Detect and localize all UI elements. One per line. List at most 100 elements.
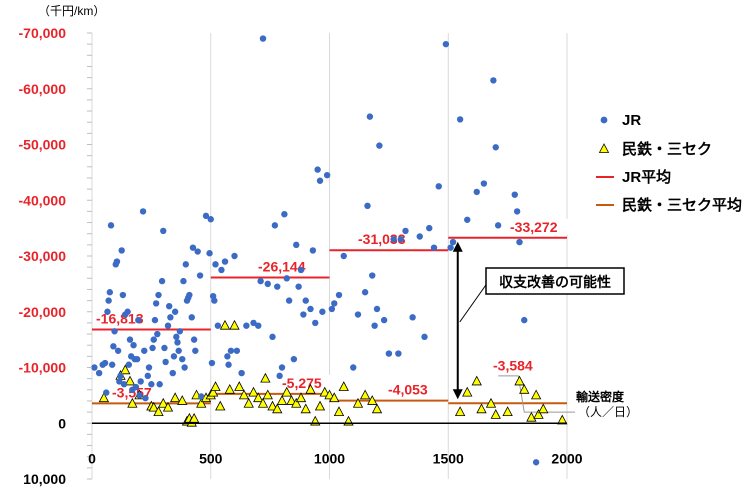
jr-point bbox=[302, 297, 309, 304]
private-point bbox=[196, 397, 207, 408]
jr-point bbox=[323, 171, 331, 179]
jr-point bbox=[176, 328, 184, 335]
private-point bbox=[148, 401, 159, 412]
jr-point bbox=[126, 336, 134, 343]
private-point bbox=[526, 411, 537, 422]
jr-point bbox=[206, 250, 213, 257]
jr-point bbox=[142, 394, 149, 402]
jr-point bbox=[211, 297, 218, 304]
jr-point bbox=[390, 236, 397, 243]
jr-point bbox=[316, 177, 324, 184]
jr-point bbox=[259, 35, 267, 42]
jr-point bbox=[151, 316, 159, 324]
jr-point bbox=[276, 372, 283, 380]
jr-point bbox=[225, 361, 232, 368]
average-label: -26,144 bbox=[258, 258, 306, 274]
jr-point bbox=[456, 116, 464, 123]
private-point bbox=[502, 406, 513, 417]
private-point bbox=[295, 392, 307, 403]
private-point bbox=[210, 381, 221, 391]
jr-point bbox=[480, 180, 488, 187]
jr-point bbox=[103, 389, 110, 396]
jr-point bbox=[442, 40, 450, 48]
private-point bbox=[98, 392, 110, 403]
jr-point bbox=[250, 319, 257, 327]
legend-label: 民鉄・三セク平均 bbox=[622, 196, 742, 214]
private-point bbox=[158, 397, 169, 408]
x-tick-label: 0 bbox=[88, 450, 96, 466]
x-axis-unit-label: 輸送密度 bbox=[576, 389, 625, 404]
jr-point bbox=[314, 166, 321, 173]
jr-point bbox=[309, 247, 317, 254]
jr-point bbox=[124, 308, 131, 315]
jr-point bbox=[194, 248, 201, 255]
private-point bbox=[333, 406, 345, 417]
jr-point bbox=[149, 344, 156, 352]
jr-point bbox=[494, 222, 502, 229]
jr-point bbox=[212, 261, 219, 268]
jr-point bbox=[160, 227, 167, 235]
jr-point bbox=[340, 252, 347, 260]
jr-point bbox=[231, 252, 238, 260]
jr-point bbox=[155, 291, 162, 299]
x-tick-label: 2000 bbox=[551, 450, 582, 466]
private-point bbox=[300, 403, 311, 414]
jr-point bbox=[373, 305, 381, 313]
jr-point bbox=[132, 383, 140, 391]
jr-point bbox=[136, 392, 143, 399]
jr-point bbox=[145, 364, 153, 371]
y-tick-label: -30,000 bbox=[19, 248, 67, 264]
annotation-arrow-head-bottom bbox=[452, 389, 463, 400]
jr-point bbox=[271, 222, 279, 229]
jr-point bbox=[243, 322, 250, 329]
jr-point bbox=[376, 142, 383, 149]
jr-point bbox=[521, 316, 528, 324]
y-tick-label: -40,000 bbox=[19, 192, 67, 208]
jr-point bbox=[290, 355, 298, 363]
private-point bbox=[248, 386, 259, 397]
private-point bbox=[324, 389, 335, 400]
jr-point bbox=[116, 378, 123, 385]
jr-point bbox=[402, 227, 409, 235]
jr-point bbox=[161, 344, 168, 352]
jr-point bbox=[269, 333, 276, 341]
average-label: -31,033 bbox=[358, 231, 406, 247]
x-tick-label: 1000 bbox=[314, 450, 345, 466]
average-label-bg bbox=[386, 381, 440, 398]
average-label: -5,275 bbox=[282, 375, 322, 391]
private-point bbox=[319, 386, 330, 397]
private-point bbox=[215, 400, 226, 411]
jr-point bbox=[174, 339, 181, 346]
jr-point bbox=[361, 289, 369, 296]
jr-point bbox=[409, 314, 416, 321]
annotation-arrow-head-top bbox=[452, 241, 463, 252]
jr-point bbox=[196, 272, 204, 279]
jr-point bbox=[397, 236, 404, 243]
jr-point bbox=[511, 191, 518, 198]
jr-point bbox=[198, 393, 205, 400]
annotation-box bbox=[485, 267, 625, 295]
jr-point bbox=[110, 343, 117, 350]
y-tick-label: -20,000 bbox=[19, 304, 67, 320]
private-point bbox=[538, 403, 549, 414]
jr-point bbox=[113, 258, 121, 265]
jr-point bbox=[278, 364, 286, 371]
average-label-bg bbox=[110, 384, 164, 401]
private-point bbox=[471, 375, 482, 386]
legend-label: 民鉄・三セク bbox=[622, 140, 712, 158]
private-point bbox=[120, 364, 131, 375]
y-tick-label: -60,000 bbox=[19, 81, 67, 97]
jr-point bbox=[180, 277, 187, 285]
private-point bbox=[338, 381, 349, 391]
private-point bbox=[371, 403, 383, 414]
jr-point bbox=[167, 314, 174, 321]
jr-point bbox=[150, 336, 157, 343]
jr-point bbox=[108, 361, 116, 368]
jr-point bbox=[158, 277, 166, 285]
jr-point bbox=[430, 244, 438, 251]
jr-point bbox=[188, 314, 195, 321]
legend-item-private: 民鉄・三セク bbox=[598, 140, 712, 158]
jr-point bbox=[162, 358, 169, 366]
private-point bbox=[127, 397, 138, 408]
